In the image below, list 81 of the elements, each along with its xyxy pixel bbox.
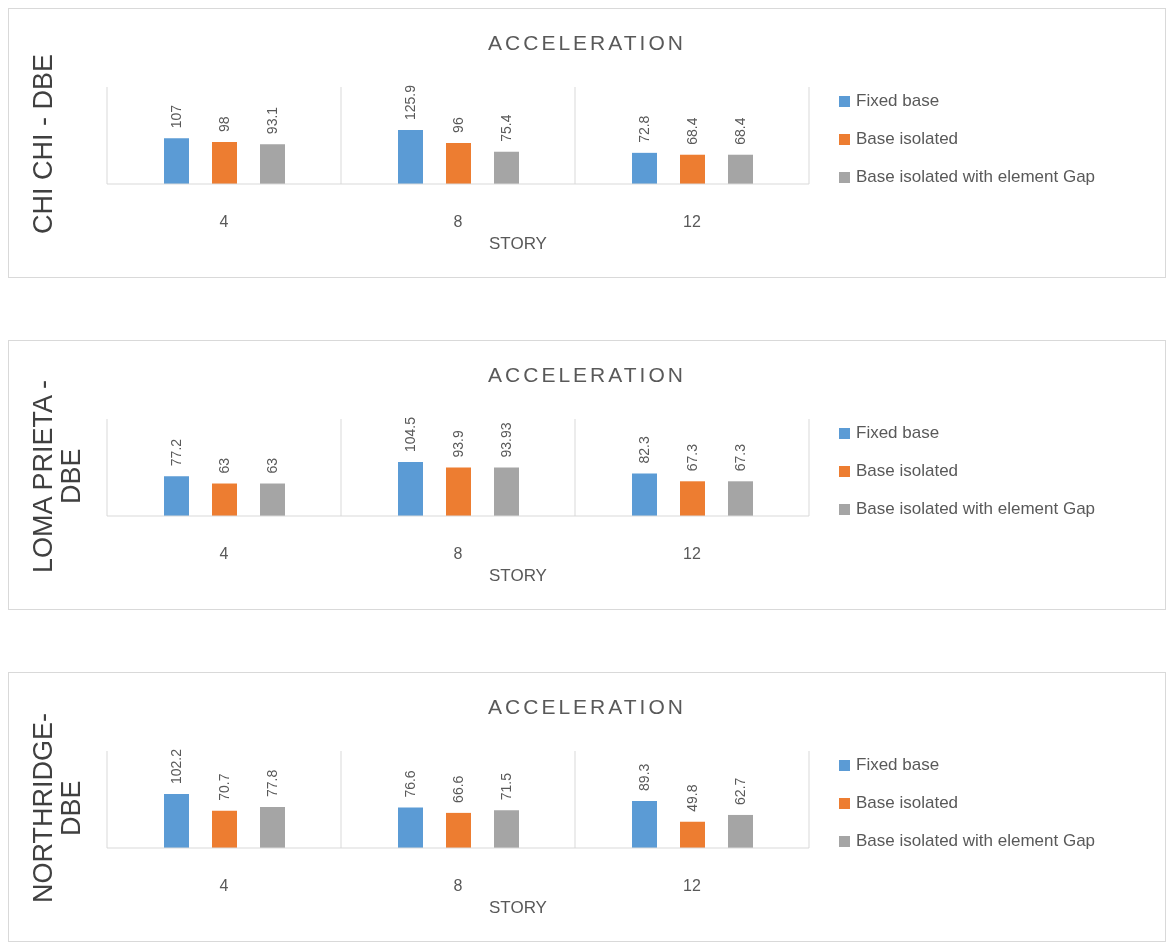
legend-label: Base isolated [856, 793, 959, 813]
data-label: 93.93 [498, 422, 515, 458]
bar [728, 814, 753, 848]
chart-title: ACCELERATION [488, 695, 686, 718]
bar [398, 130, 423, 184]
x-axis-title: STORY [489, 566, 547, 585]
bar [164, 476, 189, 516]
bar [164, 138, 189, 184]
bar [164, 794, 189, 848]
data-label: 98 [216, 116, 233, 133]
x-tick-label: 8 [453, 545, 463, 563]
bar [398, 807, 423, 848]
x-tick-label: 12 [683, 213, 701, 231]
bar [398, 462, 423, 516]
data-label: 125.9 [402, 84, 419, 121]
legend-label: Base isolated with element Gap [856, 499, 1096, 519]
bar [446, 467, 471, 516]
x-axis-title: STORY [489, 898, 547, 917]
x-tick-label: 4 [219, 877, 229, 895]
data-label: 49.8 [684, 784, 701, 812]
data-label: 71.5 [498, 772, 515, 801]
data-label: 63 [216, 457, 233, 474]
x-tick-label: 4 [219, 213, 229, 231]
bar [446, 142, 471, 184]
bar [260, 806, 285, 848]
chart-title: ACCELERATION [488, 363, 686, 386]
bar [494, 810, 519, 848]
data-label: 96 [450, 117, 467, 133]
data-label: 107 [168, 104, 185, 129]
bar [212, 810, 237, 848]
legend-label: Base isolated [856, 461, 959, 481]
bar [728, 481, 753, 516]
x-tick-label: 4 [219, 545, 229, 563]
data-label: 75.4 [498, 114, 515, 142]
x-tick-label: 12 [683, 877, 701, 895]
bar [680, 481, 705, 516]
bar [446, 812, 471, 848]
x-tick-label: 8 [453, 877, 463, 895]
legend-label: Fixed base [856, 91, 940, 111]
data-label: 93.1 [264, 106, 281, 135]
bar [728, 154, 753, 184]
data-label: 89.3 [636, 763, 653, 791]
bar [212, 483, 237, 516]
legend-label: Fixed base [856, 423, 940, 443]
bar [680, 821, 705, 848]
data-label: 67.3 [684, 443, 701, 472]
x-tick-label: 8 [453, 213, 463, 231]
data-label: 77.8 [264, 769, 281, 797]
data-label: 76.6 [402, 770, 419, 798]
legend-label: Base isolated with element Gap [856, 831, 1096, 851]
data-label: 104.5 [402, 416, 419, 453]
data-label: 70.7 [216, 773, 233, 801]
data-label: 62.7 [732, 777, 749, 805]
data-label: 66.6 [450, 775, 467, 803]
data-label: 63 [264, 457, 281, 474]
bar [632, 152, 657, 184]
data-label: 77.2 [168, 438, 185, 467]
data-label: 82.3 [636, 436, 653, 464]
legend-label: Base isolated [856, 129, 959, 149]
data-label: 68.4 [732, 117, 749, 145]
y-axis-title: NORTHRIDGE-DBE [28, 712, 87, 905]
bar [494, 151, 519, 184]
data-label: 93.9 [450, 430, 467, 458]
bar [494, 467, 519, 516]
bar [260, 483, 285, 516]
bar [632, 473, 657, 516]
x-tick-label: 12 [683, 545, 701, 563]
data-label: 67.3 [732, 443, 749, 472]
chart-title: ACCELERATION [488, 31, 686, 54]
y-axis-title: CHI CHI - DBE [28, 53, 58, 236]
legend-label: Base isolated with element Gap [856, 167, 1096, 187]
data-label: 102.2 [168, 748, 185, 785]
x-axis-title: STORY [489, 234, 547, 253]
data-label: 68.4 [684, 117, 701, 145]
legend-label: Fixed base [856, 755, 940, 775]
data-label: 72.8 [636, 115, 653, 143]
bar [260, 144, 285, 184]
bar [632, 800, 657, 848]
bar [680, 154, 705, 184]
y-axis-title: LOMA PRIETA - DBE [28, 378, 87, 575]
bar [212, 142, 237, 184]
